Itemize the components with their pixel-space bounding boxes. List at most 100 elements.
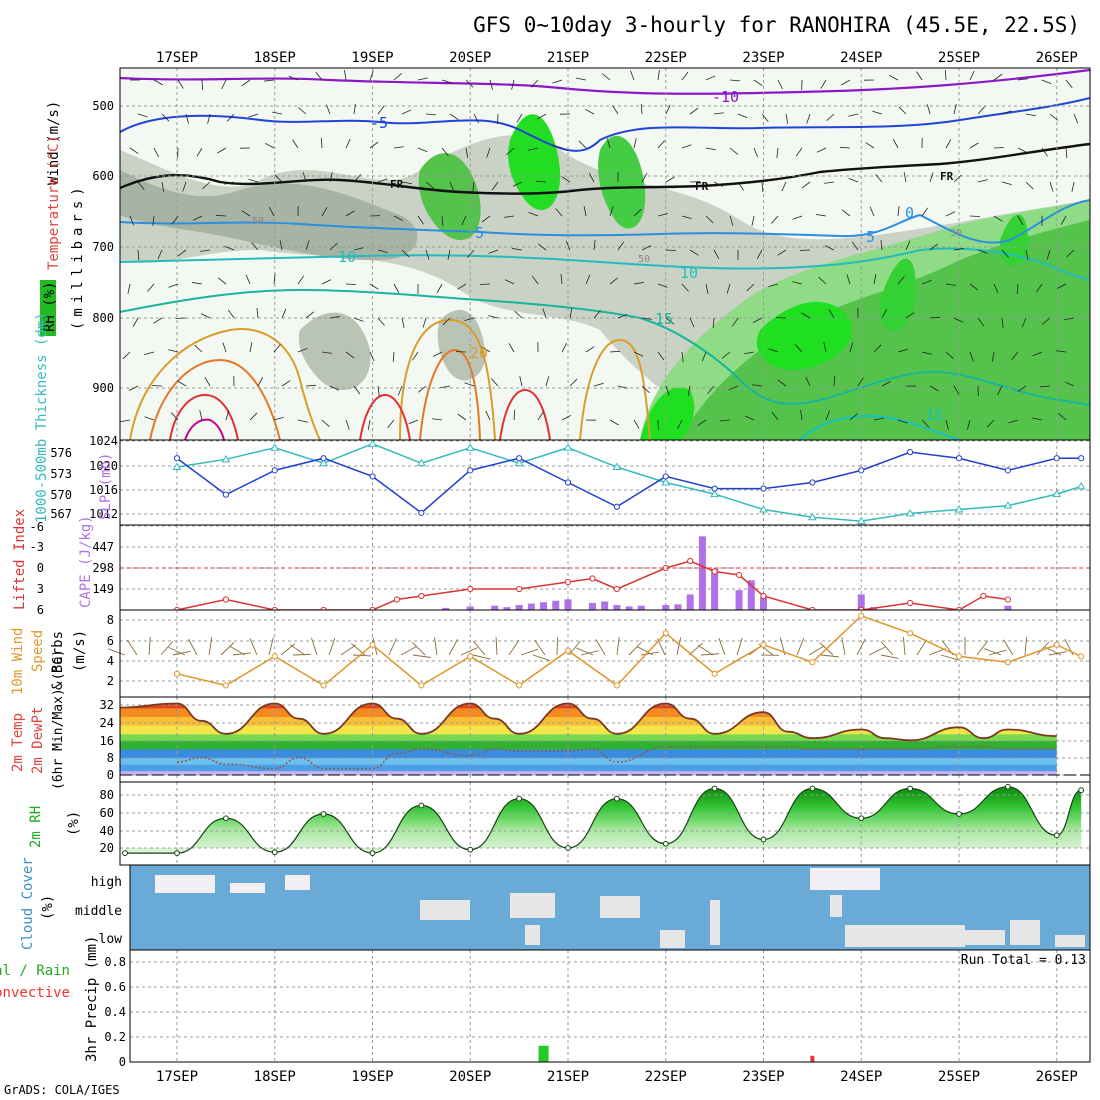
cape-bar [711, 568, 719, 610]
wind-barb [273, 344, 281, 353]
wind-barb [712, 317, 715, 328]
wind-barb [1016, 283, 1019, 294]
wind-barb [1065, 147, 1068, 158]
wind-barb [504, 215, 515, 218]
wind-barb [846, 274, 851, 285]
wind-barb [1049, 181, 1054, 192]
y-tick-label: 800 [92, 311, 114, 325]
wind-barb [273, 274, 276, 285]
y-tick-label: 1024 [89, 434, 118, 448]
wind-barb [841, 79, 851, 86]
wind-barb [751, 215, 755, 226]
rh-y-ticks: 80 60 40 20 [100, 788, 114, 855]
wind-barb [488, 315, 499, 319]
surface-wind-barb [676, 637, 682, 656]
precip-panel-frame [129, 949, 1091, 1063]
wind-barb [729, 79, 740, 82]
wind-barb [851, 241, 859, 251]
y-tick-label: 6 [37, 603, 44, 617]
temp-label-temp: 2m Temp [10, 713, 26, 772]
cape-bar [442, 607, 450, 610]
wind-barb [657, 283, 668, 288]
wind-barb [993, 283, 999, 294]
wind-barb [1064, 317, 1075, 321]
thickness-point [808, 512, 817, 521]
wind-barb [617, 385, 628, 389]
wind-barb [929, 172, 934, 183]
wind-barb [157, 249, 163, 260]
wind-barb [1017, 78, 1028, 81]
wind-barb [585, 274, 591, 285]
cape-y-ticks: -6 -3 0 3 6 447 298 149 [30, 520, 1090, 617]
surface-wind-barb [841, 637, 846, 656]
wind-label-speed: Speed [30, 630, 46, 672]
wind-barb [401, 181, 412, 185]
contour-label: 50 [638, 254, 650, 265]
temp-label-dewpt: 2m DewPt [30, 707, 46, 774]
wind-barb [744, 351, 755, 355]
wind-barb [528, 147, 539, 151]
wind-barb [1032, 351, 1043, 357]
wind-barb [147, 283, 155, 292]
wind-barb [457, 283, 467, 290]
wind-barb [422, 317, 427, 328]
wind-barb [921, 351, 932, 355]
surface-wind-barb [448, 639, 459, 656]
surface-wind-barb [697, 644, 714, 656]
temp-line [119, 702, 1057, 742]
precip-panel-bg [130, 950, 1090, 1062]
wind-barb [442, 317, 451, 326]
wind-barb [561, 414, 572, 421]
wind-barb [953, 104, 957, 115]
wind-barb [481, 346, 491, 353]
temp-band [120, 733, 1057, 741]
wind-barb [1073, 113, 1079, 124]
wind-barb [129, 215, 135, 226]
wind-barb [408, 419, 419, 425]
wind-speed-point [760, 641, 767, 648]
wind-barb [537, 113, 547, 120]
wind-barb [826, 113, 835, 121]
surface-wind-barb [352, 654, 371, 657]
wind-barb [588, 172, 595, 183]
y-tick-label: 32 [100, 698, 114, 712]
surface-wind-barb [412, 654, 431, 658]
wind-barb [991, 351, 995, 362]
wind-barb [297, 275, 305, 285]
thickness-point [465, 443, 475, 451]
wind-barb [132, 317, 139, 327]
wind-barb [425, 113, 436, 116]
surface-wind-barb [534, 639, 546, 656]
wind-speed-point [369, 641, 376, 648]
wind-barb [744, 415, 755, 421]
cape-bar [625, 606, 633, 610]
lifted-index-point [393, 596, 401, 603]
temp-label-minmax: (6hr Min/Max) (°C) [51, 649, 66, 790]
wind-barb [256, 308, 259, 319]
wind-barb [264, 79, 275, 82]
wind-barb [824, 181, 835, 184]
cloud-block [830, 895, 842, 917]
wind-barb [298, 107, 307, 115]
wind-barb [977, 249, 988, 254]
wind-barb [241, 79, 251, 87]
surface-wind-barb [388, 638, 397, 656]
day-label-top: 24SEP [840, 50, 882, 66]
cloud-block [710, 900, 720, 945]
wind-barb [122, 351, 131, 360]
surface-wind-barb [595, 639, 606, 656]
surface-wind-barb [434, 637, 438, 656]
wind-barb [665, 176, 675, 183]
wind-barb [872, 110, 883, 115]
wind-barb [771, 215, 779, 224]
wind-barb [1056, 350, 1067, 353]
cape-bar [686, 594, 694, 610]
lifted-index-point [516, 585, 523, 593]
wind-barb [441, 79, 452, 84]
wind-barb [828, 309, 835, 319]
wind-label-10m: 10m Wind [10, 628, 26, 695]
cloud-block [155, 875, 215, 893]
wind-barb [552, 79, 563, 84]
wind-barb [777, 379, 787, 387]
wind-barb [417, 147, 428, 153]
